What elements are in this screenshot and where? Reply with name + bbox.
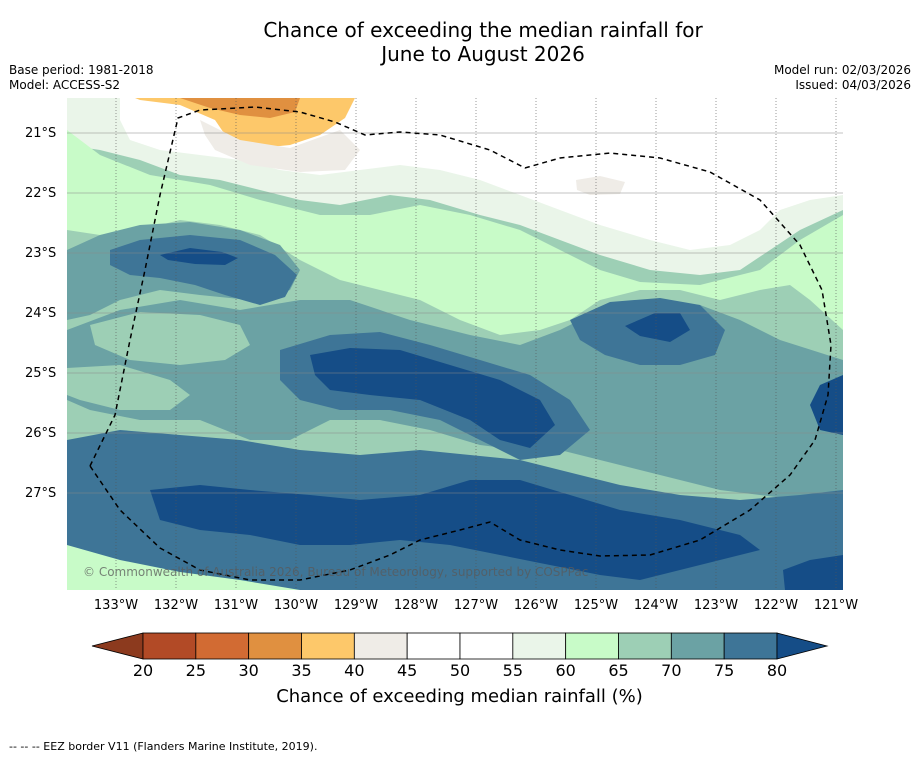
lat-label-26: 26°S	[25, 426, 57, 441]
colorbar-segment	[565, 632, 619, 660]
colorbar-tick-label: 30	[238, 661, 259, 680]
region-grey-2	[576, 176, 625, 195]
colorbar-tick-label: 40	[344, 661, 365, 680]
region-navy-lower	[150, 480, 760, 580]
colorbar-tick-label: 35	[291, 661, 312, 680]
lat-label-23: 23°S	[25, 246, 57, 261]
colorbar-left-arrow	[91, 632, 144, 660]
lon-label-125: 125°W	[573, 598, 619, 613]
lon-label-132: 132°W	[153, 598, 199, 613]
lat-label-25: 25°S	[25, 366, 57, 381]
region-orange	[135, 98, 355, 148]
colorbar	[91, 632, 829, 660]
copyright-notice: © Commonwealth of Australia 2026, Bureau…	[83, 565, 589, 579]
map-title: Chance of exceeding the median rainfall …	[0, 18, 919, 66]
colorbar-segment	[406, 632, 461, 660]
colorbar-tick-label: 75	[713, 661, 735, 680]
eez-legend-footer: -- -- -- EEZ border V11 (Flanders Marine…	[9, 740, 318, 753]
region-navy-lower-right	[783, 555, 843, 590]
lat-label-27: 27°S	[25, 486, 57, 501]
colorbar-tick-label: 60	[555, 661, 576, 680]
lon-label-123: 123°W	[693, 598, 739, 613]
colorbar-tick-label: 80	[766, 661, 788, 680]
base-period: Base period: 1981-2018	[9, 63, 154, 77]
lon-label-128: 128°W	[393, 598, 439, 613]
meta-right: Model run: 02/03/2026 Issued: 04/03/2026	[774, 63, 911, 93]
region-light-teal-left	[90, 312, 250, 365]
colorbar-right-arrow	[776, 632, 829, 660]
colorbar-segment	[195, 632, 250, 660]
lon-label-130: 130°W	[273, 598, 319, 613]
colorbar-title: Chance of exceeding median rainfall (%)	[276, 686, 643, 707]
colorbar-segment	[723, 632, 778, 660]
title-line-1: Chance of exceeding the median rainfall …	[263, 18, 703, 42]
colorbar-segment	[618, 632, 672, 660]
colorbar-segment	[142, 632, 197, 660]
lon-label-129: 129°W	[333, 598, 379, 613]
colorbar-tick-label: 70	[661, 661, 682, 680]
region-grey-1	[200, 120, 360, 172]
colorbar-segment	[248, 632, 302, 660]
region-navy-east-edge	[810, 375, 843, 435]
colorbar-segment	[512, 632, 567, 660]
model-run: Model run: 02/03/2026	[773, 63, 911, 77]
lon-label-127: 127°W	[453, 598, 499, 613]
colorbar-tick-label: 45	[396, 661, 418, 680]
rainfall-map	[67, 98, 843, 590]
title-line-2: June to August 2026	[381, 42, 585, 66]
model-name: Model: ACCESS-S2	[9, 78, 121, 92]
gridlines	[67, 98, 843, 590]
lon-label-121: 121°W	[813, 598, 859, 613]
lon-label-133: 133°W	[93, 598, 139, 613]
lat-label-22: 22°S	[25, 186, 57, 201]
lon-label-122: 122°W	[753, 598, 799, 613]
colorbar-segment	[459, 632, 514, 660]
lat-label-21: 21°S	[25, 126, 57, 141]
colorbar-tick-label: 20	[132, 661, 154, 680]
colorbar-segment	[301, 632, 355, 660]
region-navy-upper	[160, 248, 238, 265]
lon-label-131: 131°W	[213, 598, 259, 613]
colorbar-segments	[142, 632, 778, 660]
colorbar-tick-label: 50	[449, 661, 471, 680]
meta-left: Base period: 1981-2018 Model: ACCESS-S2	[9, 63, 154, 93]
lon-label-124: 124°W	[633, 598, 679, 613]
region-dark-teal-upper	[110, 235, 297, 305]
colorbar-tick-label: 55	[502, 661, 523, 680]
region-light-green	[67, 130, 843, 335]
colorbar-tick-label: 65	[608, 661, 629, 680]
colorbar-segment	[670, 632, 725, 660]
issued-date: Issued: 04/03/2026	[795, 78, 911, 92]
lon-label-126: 126°W	[513, 598, 559, 613]
region-light-teal-left-2	[67, 365, 190, 410]
region-navy-right	[625, 313, 690, 342]
colorbar-segment	[353, 632, 408, 660]
lat-label-24: 24°S	[25, 306, 57, 321]
region-light-bottom	[67, 545, 300, 590]
colorbar-tick-label: 25	[185, 661, 206, 680]
